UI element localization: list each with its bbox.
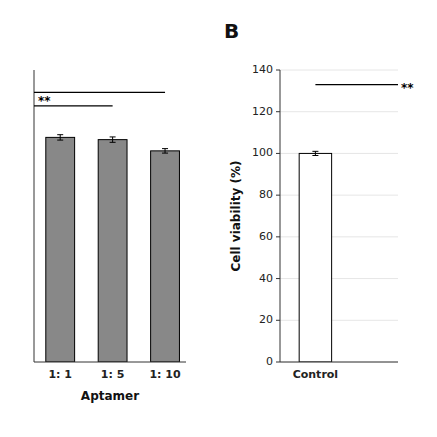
error-bar — [57, 135, 63, 140]
panel-label: B — [224, 19, 239, 43]
grid-line — [280, 153, 398, 154]
grid-line — [280, 195, 398, 196]
y-tick — [276, 195, 280, 196]
error-cap — [57, 134, 63, 135]
y-tick — [276, 278, 280, 279]
grid-line — [280, 362, 398, 363]
x-axis-label: Aptamer — [81, 389, 139, 403]
y-tick — [276, 111, 280, 112]
significance-label: ** — [38, 94, 51, 108]
chart-root: 1: 1 1: 5 1: 10 Aptamer ** 0 20 40 60 80 100 120 140… — [0, 0, 437, 437]
x-axis — [34, 362, 186, 363]
y-tick — [276, 70, 280, 71]
y-axis — [34, 70, 35, 362]
significance-label: ** — [401, 81, 414, 95]
significance-line — [315, 84, 398, 85]
bar — [151, 151, 180, 362]
error-stem — [112, 137, 113, 142]
error-cap — [312, 151, 318, 152]
bars — [299, 151, 331, 362]
y-tick — [276, 362, 280, 363]
error-bar — [110, 137, 116, 142]
bars — [46, 135, 180, 362]
y-tick — [276, 153, 280, 154]
error-cap — [110, 136, 116, 137]
y-axis-label: Cell viability (%) — [229, 160, 243, 271]
bar — [299, 153, 331, 362]
error-stem — [315, 151, 316, 155]
x-tick-label: 1: 10 — [149, 368, 181, 381]
y-tick-label: 60 — [259, 230, 273, 243]
panel: 0 20 40 60 80 100 120 140 Control Cell viability … — [224, 19, 414, 381]
bar — [98, 140, 127, 362]
y-tick — [276, 236, 280, 237]
y-tick-label: 80 — [259, 188, 273, 201]
grid-line — [280, 111, 398, 112]
error-bar — [312, 151, 318, 155]
error-cap — [162, 153, 168, 154]
bar — [46, 137, 75, 362]
y-tick-label: 120 — [252, 105, 273, 118]
panel: 1: 1 1: 5 1: 10 Aptamer ** — [34, 70, 186, 403]
grid-line — [280, 70, 398, 71]
y-tick — [276, 320, 280, 321]
y-tick-label: 100 — [252, 146, 273, 159]
significance-line — [34, 92, 165, 93]
grid-line — [280, 236, 398, 237]
y-tick-label: 140 — [252, 63, 273, 76]
x-tick-label: 1: 5 — [101, 368, 125, 381]
x-tick-label: Control — [293, 368, 338, 381]
grid-line — [280, 320, 398, 321]
x-axis — [280, 362, 398, 363]
error-stem — [60, 135, 61, 140]
y-axis — [280, 70, 281, 362]
x-tick-label: 1: 1 — [48, 368, 72, 381]
y-tick-label: 0 — [266, 355, 273, 368]
error-cap — [162, 148, 168, 149]
error-bar — [162, 149, 168, 153]
grid-line — [280, 278, 398, 279]
error-cap — [57, 140, 63, 141]
y-tick-label: 20 — [259, 313, 273, 326]
error-cap — [110, 142, 116, 143]
error-stem — [165, 149, 166, 153]
y-tick-label: 40 — [259, 272, 273, 285]
error-cap — [312, 155, 318, 156]
